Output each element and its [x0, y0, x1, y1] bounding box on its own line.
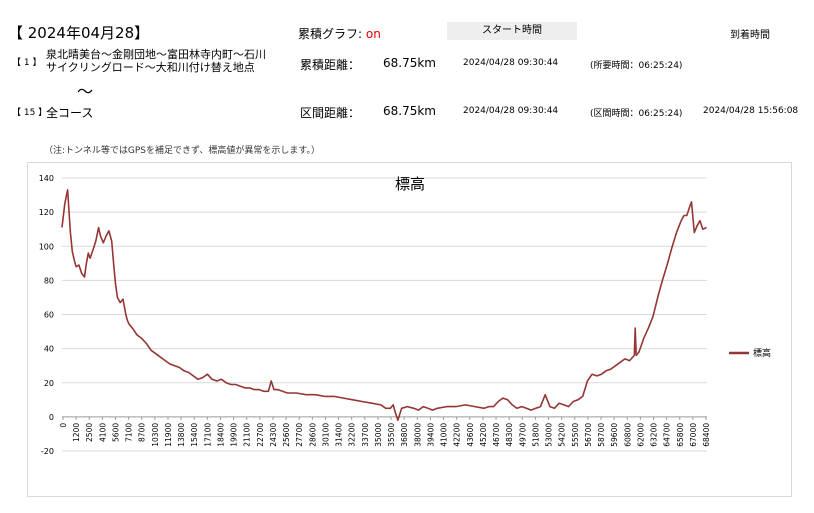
- cumulative-graph-label: 累積グラフ:: [298, 27, 363, 41]
- x-tick-label: 55500: [571, 423, 580, 447]
- x-tick-label: 1200: [72, 423, 81, 442]
- x-tick-label: 36800: [400, 423, 409, 447]
- x-tick-label: 43600: [466, 423, 475, 447]
- x-axis-ticks: 0 1200 2500 4100 5600 7100 8700 10300 11900 13800…: [59, 416, 711, 447]
- x-tick-label: 49700: [518, 423, 527, 447]
- y-tick-label: 120: [39, 208, 54, 217]
- segment-route-line1: 泉北晴美台～金剛団地～富田林寺内町～石川: [46, 48, 266, 61]
- x-tick-label: 17100: [203, 423, 212, 447]
- chart-legend: 標高: [729, 347, 771, 359]
- y-axis-ticks: -20 0 20 40 60 80 100 120 140: [39, 174, 54, 456]
- x-tick-label: 33700: [361, 423, 370, 447]
- x-tick-label: 7100: [125, 423, 134, 442]
- x-tick-label: 45200: [479, 423, 488, 447]
- x-tick-label: 41000: [440, 423, 449, 447]
- x-tick-label: 59600: [610, 423, 619, 447]
- x-tick-label: 51800: [531, 423, 540, 447]
- x-tick-label: 18400: [216, 423, 225, 447]
- course-name: 全コース: [46, 106, 94, 120]
- x-tick-label: 48300: [505, 423, 514, 447]
- section-distance-value: 68.75km: [383, 104, 436, 118]
- x-tick-label: 56700: [584, 423, 593, 447]
- x-tick-label: 68400: [702, 423, 711, 447]
- x-tick-label: 65800: [676, 423, 685, 447]
- segment-route: 泉北晴美台～金剛団地～富田林寺内町～石川 サイクリングロード～大和川付け替え地点: [46, 48, 266, 74]
- x-tick-label: 46700: [492, 423, 501, 447]
- x-tick-label: 30100: [321, 423, 330, 447]
- y-tick-label: -20: [41, 447, 54, 456]
- x-tick-label: 24300: [269, 423, 278, 447]
- start-time-header: スタート時間: [447, 22, 577, 40]
- chart-title: 標高: [395, 175, 425, 193]
- x-tick-label: 62000: [636, 423, 645, 447]
- x-tick-label: 35500: [387, 423, 396, 447]
- x-tick-label: 32200: [348, 423, 357, 447]
- section-distance-label: 区間距離：: [300, 106, 361, 120]
- cumulative-distance-label: 累積距離：: [300, 58, 361, 72]
- cumulative-distance-value: 68.75km: [383, 56, 436, 70]
- cumulative-graph-state: on: [365, 27, 381, 41]
- x-tick-label: 39400: [426, 423, 435, 447]
- report-date: 【 2024年04月28】: [8, 24, 150, 42]
- tilde-separator: ～: [77, 82, 94, 101]
- y-tick-label: 0: [49, 413, 54, 422]
- x-tick-label: 42200: [453, 423, 462, 447]
- y-tick-label: 100: [39, 242, 54, 251]
- x-tick-label: 60800: [623, 423, 632, 447]
- x-tick-label: 2500: [85, 423, 94, 442]
- course-section-time: (区間時間：06:25:24): [590, 109, 683, 119]
- x-tick-label: 58700: [597, 423, 606, 447]
- chart-frame: [27, 162, 792, 497]
- x-tick-label: 35000: [374, 423, 383, 447]
- segment-required-time: (所要時間：06:25:24): [590, 61, 683, 71]
- segment-index: 【 1 】: [12, 58, 42, 68]
- x-tick-label: 22700: [256, 423, 265, 447]
- x-tick-label: 21100: [243, 423, 252, 447]
- course-arrival-time: 2024/04/28 15:56:08: [703, 106, 799, 116]
- elevation-series-line: [61, 189, 707, 422]
- x-tick-label: 4100: [98, 423, 107, 442]
- y-tick-label: 80: [44, 276, 54, 285]
- y-tick-label: 60: [44, 311, 54, 320]
- gps-note: （注:トンネル等ではGPSを補足できず、標高値が異常を示します。）: [44, 146, 320, 156]
- y-tick-label: 140: [39, 174, 54, 183]
- arrival-time-header: 到着時間: [730, 30, 770, 41]
- y-tick-label: 20: [44, 379, 54, 388]
- x-tick-label: 15400: [190, 423, 199, 447]
- x-tick-label: 31400: [335, 423, 344, 447]
- legend-label: 標高: [753, 347, 771, 359]
- x-tick-label: 8700: [138, 423, 147, 442]
- x-tick-label: 67000: [689, 423, 698, 447]
- x-tick-label: 53000: [545, 423, 554, 447]
- x-tick-label: 38000: [413, 423, 422, 447]
- x-tick-label: 11900: [164, 423, 173, 447]
- x-tick-label: 54200: [558, 423, 567, 447]
- course-index: 【 15 】: [12, 108, 48, 118]
- x-tick-label: 25600: [282, 423, 291, 447]
- x-tick-label: 27700: [295, 423, 304, 447]
- x-tick-label: 19900: [230, 423, 239, 447]
- course-start-time: 2024/04/28 09:30:44: [463, 106, 559, 116]
- x-tick-label: 10300: [151, 423, 160, 447]
- segment-route-line2: サイクリングロード～大和川付け替え地点: [46, 61, 255, 74]
- cumulative-graph-toggle[interactable]: 累積グラフ: on: [298, 25, 381, 42]
- x-tick-label: 0: [59, 423, 68, 428]
- x-tick-label: 63200: [650, 423, 659, 447]
- x-tick-label: 13800: [177, 423, 186, 447]
- x-tick-label: 28600: [308, 423, 317, 447]
- segment-start-time: 2024/04/28 09:30:44: [463, 58, 559, 68]
- y-tick-label: 40: [44, 345, 54, 354]
- x-tick-label: 64700: [663, 423, 672, 447]
- chart-gridlines: [62, 177, 707, 452]
- x-tick-label: 5600: [111, 423, 120, 442]
